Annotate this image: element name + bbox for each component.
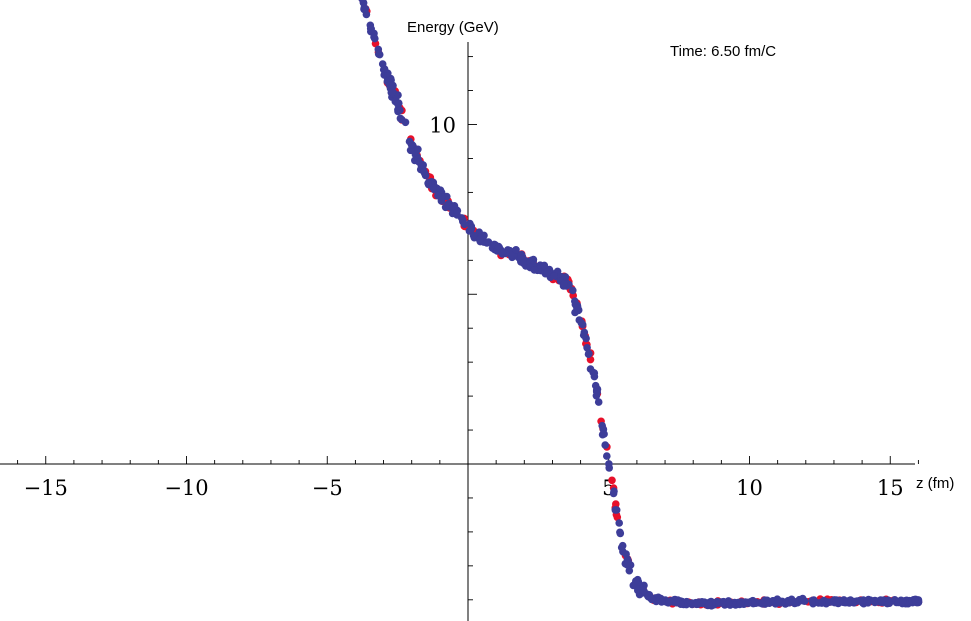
data-point: [610, 487, 618, 496]
data-point: [407, 141, 416, 149]
data-point: [394, 100, 402, 108]
data-point: [498, 248, 507, 256]
data-point: [550, 272, 558, 280]
y-tick-label: 10: [429, 114, 456, 138]
data-point: [798, 596, 807, 605]
data-point: [585, 349, 593, 358]
x-axis-label: z (fm): [916, 475, 954, 492]
data-point: [601, 441, 609, 449]
data-point: [616, 528, 624, 537]
data-point: [618, 541, 627, 550]
data-point: [818, 599, 826, 607]
data-point: [899, 597, 907, 606]
data-point: [790, 598, 799, 606]
data-point: [519, 259, 528, 268]
data-point: [360, 4, 369, 12]
data-point: [634, 586, 642, 595]
data-point: [414, 145, 422, 154]
data-point: [603, 452, 611, 460]
data-point: [560, 280, 568, 289]
data-point: [420, 167, 428, 176]
data-point: [615, 519, 623, 527]
data-point: [600, 430, 608, 438]
data-point: [367, 25, 376, 33]
data-point: [579, 331, 588, 340]
data-point: [467, 226, 475, 234]
data-point: [608, 476, 616, 485]
data-point: [424, 179, 432, 188]
data-point: [512, 246, 520, 254]
data-point: [543, 268, 551, 277]
data-point: [624, 557, 632, 565]
data-point: [483, 239, 491, 247]
data-point: [418, 160, 426, 169]
x-tick-label: 15: [877, 476, 904, 500]
data-point: [632, 577, 640, 585]
data-point: [639, 586, 648, 595]
data-point: [388, 81, 397, 90]
data-point: [758, 600, 767, 608]
data-point: [657, 598, 666, 606]
data-point: [856, 596, 864, 605]
data-point: [571, 297, 579, 306]
data-point: [494, 242, 503, 251]
data-point: [590, 372, 599, 381]
data-point: [396, 114, 405, 123]
data-point: [911, 595, 919, 604]
data-point: [569, 286, 577, 295]
data-point: [573, 304, 581, 312]
data-point: [469, 231, 478, 240]
x-tick-label: −10: [164, 476, 208, 500]
data-point: [769, 597, 777, 605]
data-point: [719, 598, 728, 607]
data-point: [774, 596, 783, 605]
x-tick-label: −5: [312, 476, 343, 500]
data-point: [594, 398, 603, 406]
data-point: [665, 597, 674, 606]
data-point: [388, 88, 397, 97]
data-point: [394, 107, 402, 116]
data-point: [476, 235, 484, 244]
data-point: [577, 319, 586, 327]
data-point: [380, 65, 389, 73]
data-point: [611, 506, 620, 514]
data-point: [449, 202, 458, 211]
data-point: [540, 261, 549, 270]
data-point: [672, 598, 681, 607]
x-tick-label: 10: [736, 476, 763, 500]
data-point: [605, 460, 613, 468]
time-annotation: Time: 6.50 fm/C: [670, 43, 776, 60]
data-point: [625, 566, 634, 575]
data-point: [726, 601, 734, 609]
data-point: [877, 597, 886, 605]
data-point: [808, 596, 816, 605]
data-point: [371, 34, 379, 43]
data-point: [883, 598, 891, 606]
series-blue: [358, 0, 923, 610]
data-point: [434, 191, 442, 200]
data-point: [583, 344, 591, 352]
y-axis-label: Energy (GeV): [407, 19, 499, 36]
data-point: [692, 600, 701, 609]
x-tick-label: −15: [24, 476, 68, 500]
data-point: [530, 266, 539, 274]
data-point: [460, 220, 469, 229]
data-point: [735, 600, 744, 609]
data-point: [593, 388, 601, 397]
data-point: [648, 595, 656, 604]
data-point: [374, 50, 383, 58]
data-point: [705, 600, 713, 609]
axes: −15−10−5510151015: [0, 22, 919, 621]
data-point: [832, 598, 840, 606]
data-point: [507, 251, 516, 260]
data-point: [358, 0, 366, 3]
